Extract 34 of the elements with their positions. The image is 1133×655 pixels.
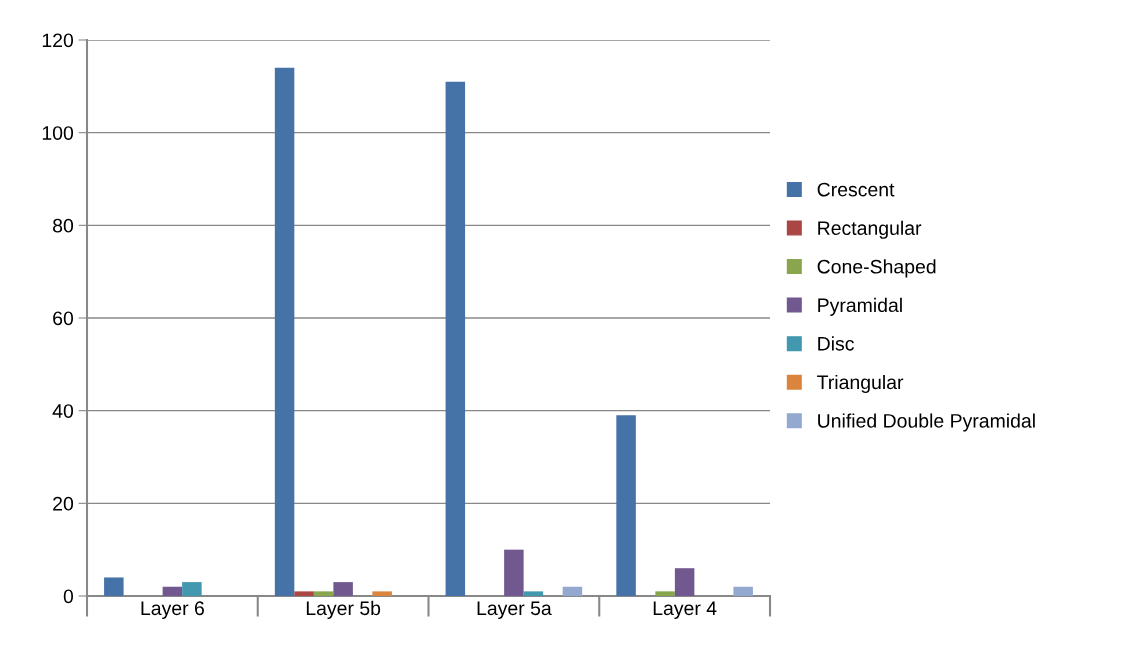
bar bbox=[523, 591, 544, 596]
x-tick-label: Layer 6 bbox=[141, 601, 204, 619]
bar bbox=[655, 591, 675, 596]
bar bbox=[372, 591, 392, 596]
bar bbox=[445, 81, 466, 596]
y-tick-label: 100 bbox=[42, 126, 74, 140]
y-tick-label: 60 bbox=[53, 311, 74, 326]
legend-label: Triangular bbox=[817, 374, 904, 394]
x-tick-label: Layer 5a bbox=[477, 601, 552, 619]
legend-label: Rectangular bbox=[818, 220, 922, 239]
bar bbox=[162, 586, 183, 596]
bar bbox=[313, 591, 334, 596]
x-tick-label: Layer 4 bbox=[653, 601, 717, 619]
y-tick-label: 120 bbox=[42, 33, 74, 48]
bar bbox=[733, 586, 753, 596]
bar bbox=[674, 568, 695, 596]
y-tick-label: 40 bbox=[52, 404, 74, 418]
bar bbox=[616, 415, 636, 596]
bar bbox=[274, 67, 295, 596]
bar bbox=[504, 549, 524, 596]
bar bbox=[333, 582, 353, 596]
y-tick-label: 20 bbox=[53, 496, 74, 511]
bar bbox=[104, 577, 124, 596]
y-tick-label: 80 bbox=[53, 218, 74, 233]
legend-label: Pyramidal bbox=[818, 297, 902, 316]
y-tick-label: 0 bbox=[63, 589, 74, 604]
bar bbox=[294, 591, 314, 596]
legend-label: Unified Double Pyramidal bbox=[818, 413, 1035, 432]
legend-label: Cone-Shaped bbox=[817, 259, 936, 278]
legend-label: Crescent bbox=[817, 182, 895, 197]
legend-label: Disc bbox=[818, 336, 854, 351]
bar bbox=[182, 582, 202, 596]
bar bbox=[562, 586, 583, 596]
x-tick-label: Layer 5b bbox=[306, 600, 381, 619]
